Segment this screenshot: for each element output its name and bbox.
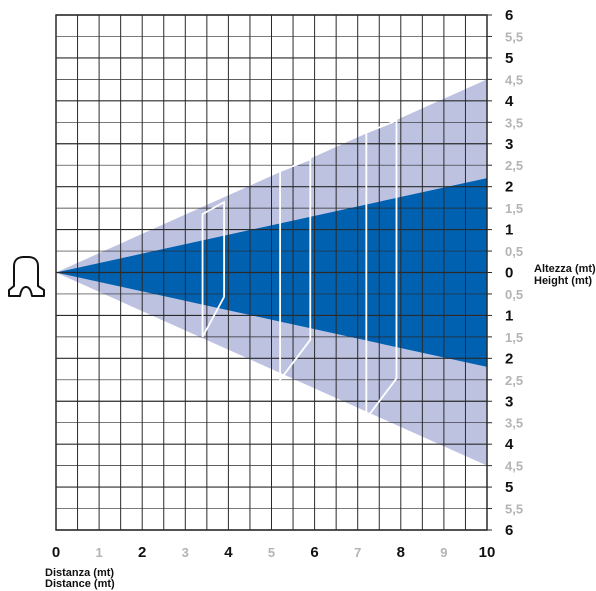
y-axis-ticks: 6 5,5 5 4,5 4 3,5 3 2,5 2 1,5 1 0,5 0 0,5 1 1,5 2 2,5 3 3,5… <box>505 7 523 539</box>
y-tick-label: 3,5 <box>505 115 523 130</box>
y-tick-label: 5,5 <box>505 502 523 517</box>
x-tick-label: 1 <box>95 545 102 560</box>
y-tick-label: 3,5 <box>505 416 523 431</box>
y-tick-label: 3 <box>505 393 513 410</box>
y-tick-label: 1,5 <box>505 330 523 345</box>
x-tick-label: 2 <box>138 544 146 561</box>
x-tick-label: 4 <box>224 544 233 561</box>
chart-grid <box>55 14 492 531</box>
y-tick-label: 1 <box>505 307 513 324</box>
y-tick-label: 4,5 <box>505 459 523 474</box>
x-axis-ticks: 0 1 2 3 4 5 6 7 8 9 10 <box>52 544 496 561</box>
y-tick-label: 2 <box>505 350 513 367</box>
x-tick-label: 0 <box>52 544 60 561</box>
y-tick-label: 2 <box>505 179 513 196</box>
y-tick-label: 6 <box>505 7 513 24</box>
x-tick-label: 3 <box>182 545 189 560</box>
x-tick-label: 6 <box>310 544 318 561</box>
y-tick-label: 1 <box>505 222 513 239</box>
detection-frame-3 <box>365 119 398 422</box>
detection-frames <box>201 119 398 422</box>
y-axis-caption-it: Altezza (mt) <box>534 263 596 275</box>
y-tick-label: 0,5 <box>505 244 523 259</box>
detection-frame-1 <box>201 200 225 338</box>
y-tick-label: 6 <box>505 522 513 539</box>
y-tick-label: 0,5 <box>505 287 523 302</box>
x-axis-caption-en: Distance (mt) <box>45 578 115 590</box>
y-tick-label: 2,5 <box>505 158 523 173</box>
y-axis-caption-en: Height (mt) <box>534 275 592 287</box>
x-tick-label: 7 <box>354 545 361 560</box>
y-tick-label: 2,5 <box>505 373 523 388</box>
y-tick-label: 5 <box>505 50 513 67</box>
y-tick-label: 5 <box>505 479 513 496</box>
detection-frame-2 <box>279 157 312 383</box>
y-tick-label: 4 <box>505 93 514 110</box>
y-tick-label: 4,5 <box>505 72 523 87</box>
x-axis-caption-it: Distanza (mt) <box>45 567 114 579</box>
y-tick-label: 1,5 <box>505 201 523 216</box>
x-tick-label: 10 <box>479 544 496 561</box>
train-front-icon <box>8 256 45 297</box>
y-tick-label: 5,5 <box>505 29 523 44</box>
x-tick-label: 8 <box>397 544 405 561</box>
x-tick-label: 5 <box>268 545 275 560</box>
y-tick-label: 3 <box>505 136 513 153</box>
x-tick-label: 9 <box>440 545 447 560</box>
y-tick-label: 0 <box>505 265 513 282</box>
y-tick-label: 4 <box>505 436 514 453</box>
